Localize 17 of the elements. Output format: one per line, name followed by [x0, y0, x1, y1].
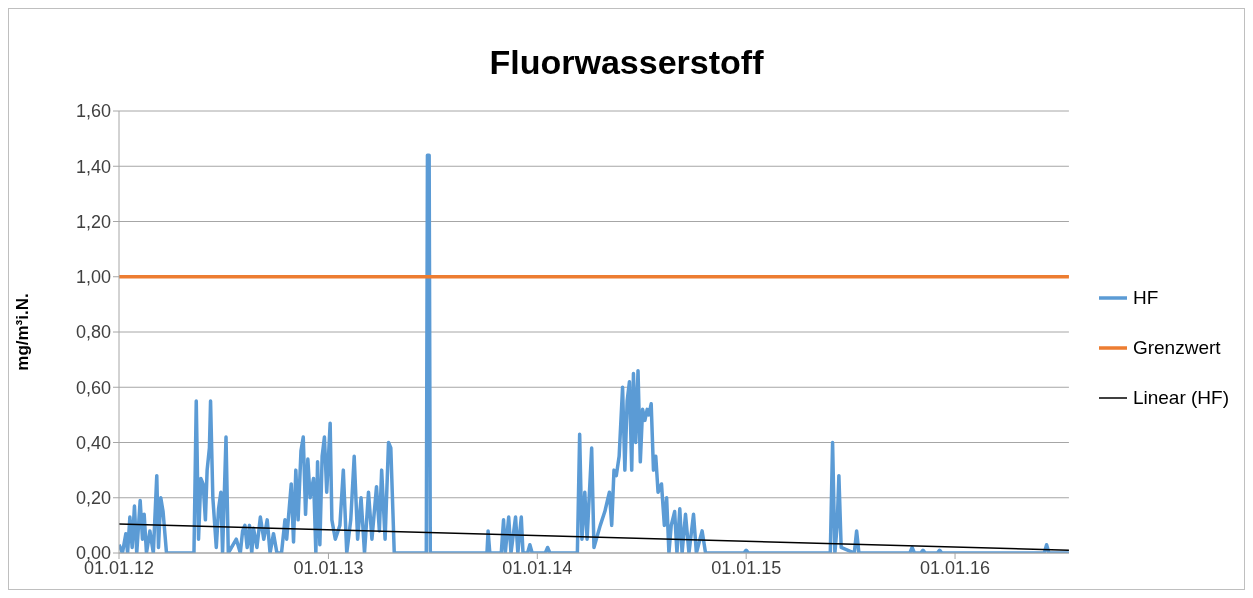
y-tick-label: 1,00 [75, 267, 111, 288]
legend-label: HF [1132, 287, 1159, 309]
y-tick-label: 1,60 [75, 101, 111, 122]
y-tick-label: 1,40 [75, 156, 111, 177]
y-tick-label: 1,20 [75, 211, 111, 232]
x-tick-label: 01.01.16 [920, 557, 991, 578]
legend-label: Grenzwert [1132, 337, 1221, 359]
y-tick-label: 0,80 [75, 322, 111, 343]
y-tick-label: 0,60 [75, 377, 111, 398]
y-tick-label: 0,40 [75, 432, 111, 453]
x-tick-label: 01.01.15 [711, 557, 782, 578]
y-tick-label: 0,20 [75, 488, 111, 509]
x-tick-label: 01.01.14 [502, 557, 573, 578]
y-axis-title: mg/m³i.N. [13, 293, 33, 371]
x-tick-label: 01.01.13 [293, 557, 364, 578]
chart-title: Fluorwasserstoff [488, 43, 765, 83]
legend-label: Linear (HF) [1132, 387, 1229, 409]
